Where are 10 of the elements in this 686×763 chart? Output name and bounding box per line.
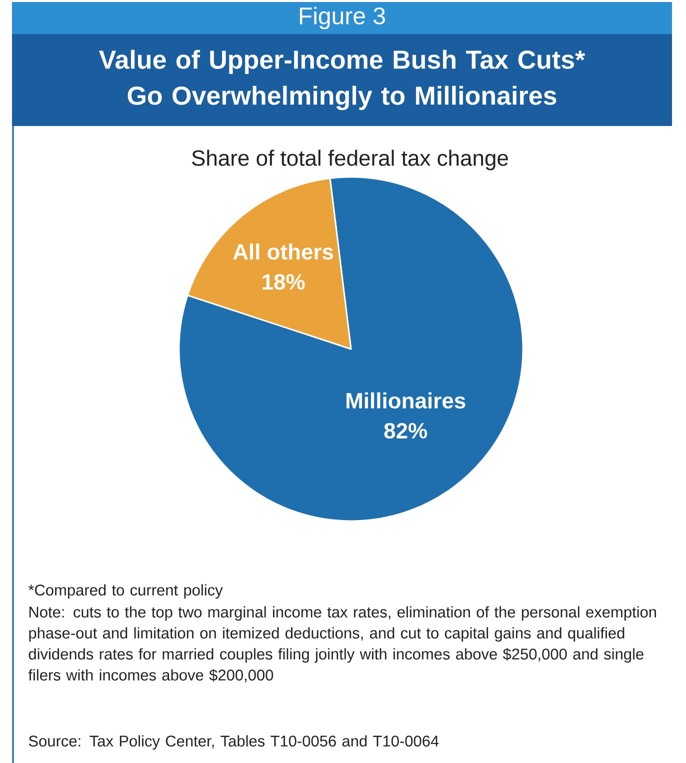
slice-label: All others [233, 244, 334, 260]
chart-title: Value of Upper-Income Bush Tax Cuts* Go Overwhelmingly to Millionaires [98, 50, 586, 110]
data-label: 82% [384, 422, 428, 439]
text: Note: cuts to the top two marginal income tax rates, elimination of the personal exemption phase-out and limitation on itemized deductions, and cut to capital gains and qualified dividends rates for married couples filing jointly with incomes above $250,000 and single filers with incomes above $200,000 [28, 606, 656, 682]
caption: Figure 3 [300, 6, 385, 30]
chart-subtitle: Share of total federal tax change [192, 150, 508, 170]
source-note: Source: Tax Policy Center, Tables T10-0056 and T10-0064 [28, 735, 439, 750]
text: *Compared to current policy [28, 584, 223, 599]
slice-label: Millionaires [346, 392, 466, 409]
data-label: 18% [262, 274, 305, 290]
